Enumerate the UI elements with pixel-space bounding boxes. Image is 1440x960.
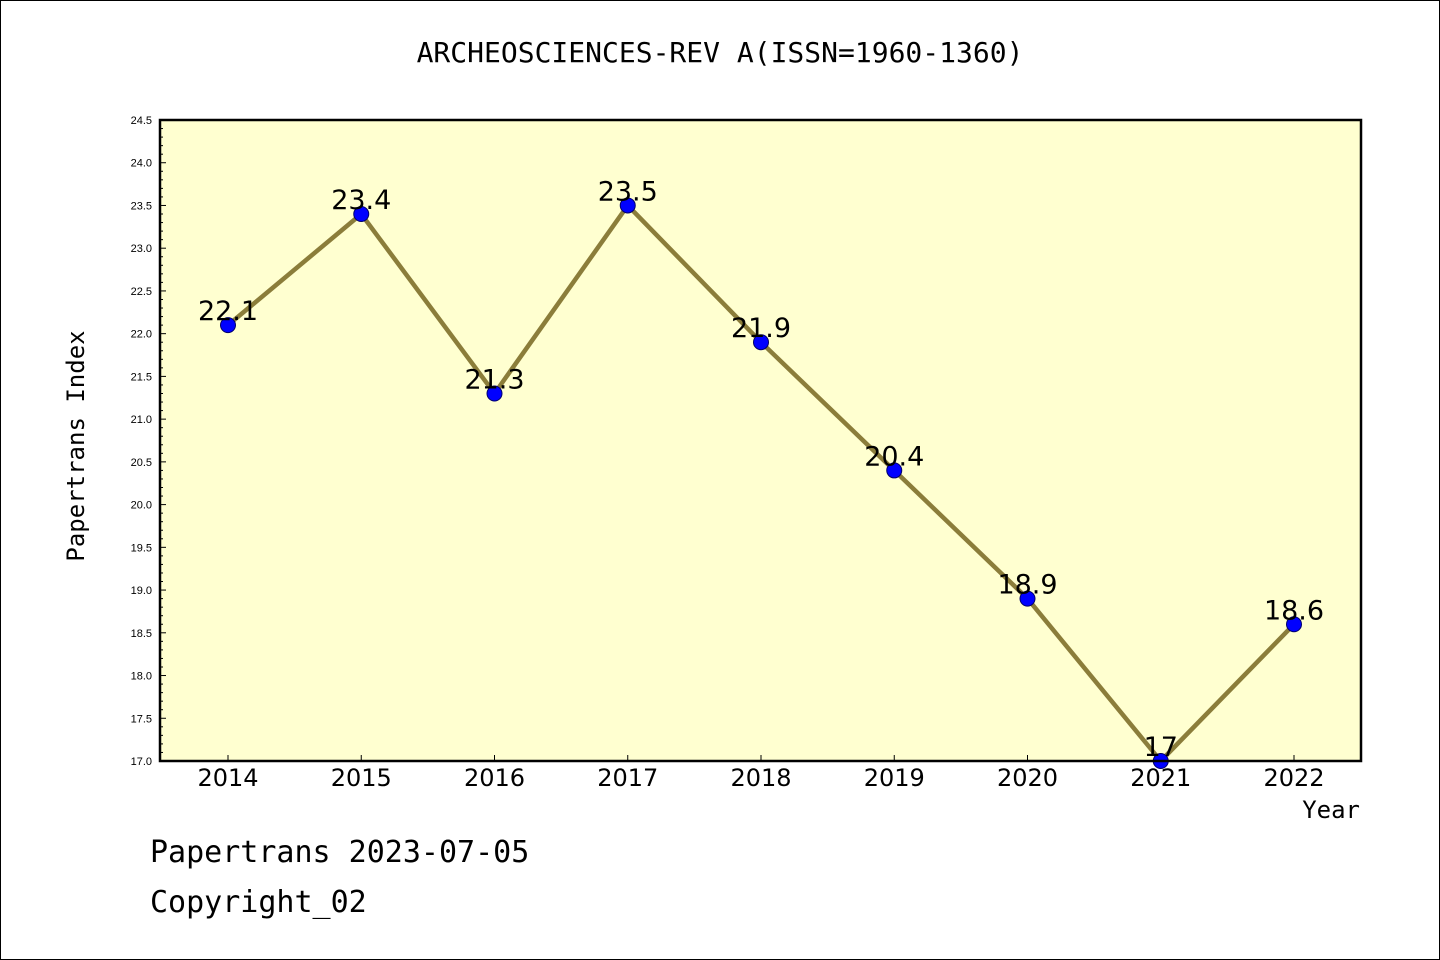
y-tick-label: 23.0 [131, 243, 152, 255]
x-tick-label: 2020 [997, 764, 1058, 792]
y-tick-label: 20.0 [131, 500, 152, 512]
data-label: 18.9 [997, 570, 1057, 601]
data-label: 20.4 [864, 441, 924, 472]
y-tick-label: 17.0 [131, 756, 152, 768]
data-point [486, 385, 503, 402]
y-tick-label: 22.5 [131, 286, 152, 298]
x-tick-label: 2022 [1263, 764, 1324, 792]
y-tick-label: 19.5 [131, 542, 152, 554]
x-tick-label: 2019 [864, 764, 925, 792]
x-tick-label: 2015 [331, 764, 392, 792]
data-point [753, 334, 769, 351]
data-label: 21.9 [731, 313, 791, 344]
y-tick-label: 24.5 [131, 115, 152, 127]
y-tick-label: 18.0 [131, 671, 152, 683]
y-tick-label: 21.5 [131, 371, 152, 383]
data-label: 21.3 [464, 364, 524, 395]
data-point [1286, 616, 1302, 633]
y-tick-label: 20.5 [131, 457, 152, 469]
x-tick-label: 2016 [464, 764, 525, 792]
y-tick-label: 19.0 [131, 585, 152, 597]
data-series: 22.1 23.4 21.3 23.5 21.9 20.4 18.9 17 18.6 [198, 176, 1324, 769]
x-tick-label: 2018 [730, 764, 791, 792]
y-tick-label: 17.5 [131, 713, 152, 725]
y-tick-label: 21.0 [131, 414, 152, 426]
data-label: 18.6 [1264, 595, 1324, 626]
x-tick-label: 2017 [597, 764, 658, 792]
data-point [220, 317, 236, 334]
x-axis-label: Year [1302, 796, 1360, 824]
y-tick-label: 22.0 [131, 329, 152, 341]
data-label: 17 [1144, 732, 1178, 763]
data-point [886, 462, 903, 479]
footer-date: Papertrans 2023-07-05 [150, 835, 530, 870]
footer-copyright: Copyright_02 [150, 885, 367, 920]
data-point [1019, 590, 1036, 607]
y-tick-label: 18.5 [131, 628, 152, 640]
plot-border [158, 118, 1363, 763]
x-tick-label: 2014 [197, 764, 258, 792]
data-label: 23.4 [331, 185, 391, 216]
data-point [619, 197, 636, 214]
data-label: 22.1 [198, 296, 258, 327]
plot-area [160, 120, 1361, 761]
x-axis: 2014 2015 2016 2017 2018 2019 2020 2021 2022 [197, 755, 1325, 792]
chart-title: ARCHEOSCIENCES-REV A(ISSN=1960-1360) [416, 36, 1024, 69]
data-point [353, 206, 370, 223]
y-tick-label: 23.5 [131, 200, 152, 212]
y-tick-label: 24.0 [131, 158, 152, 170]
data-label: 23.5 [598, 176, 658, 207]
